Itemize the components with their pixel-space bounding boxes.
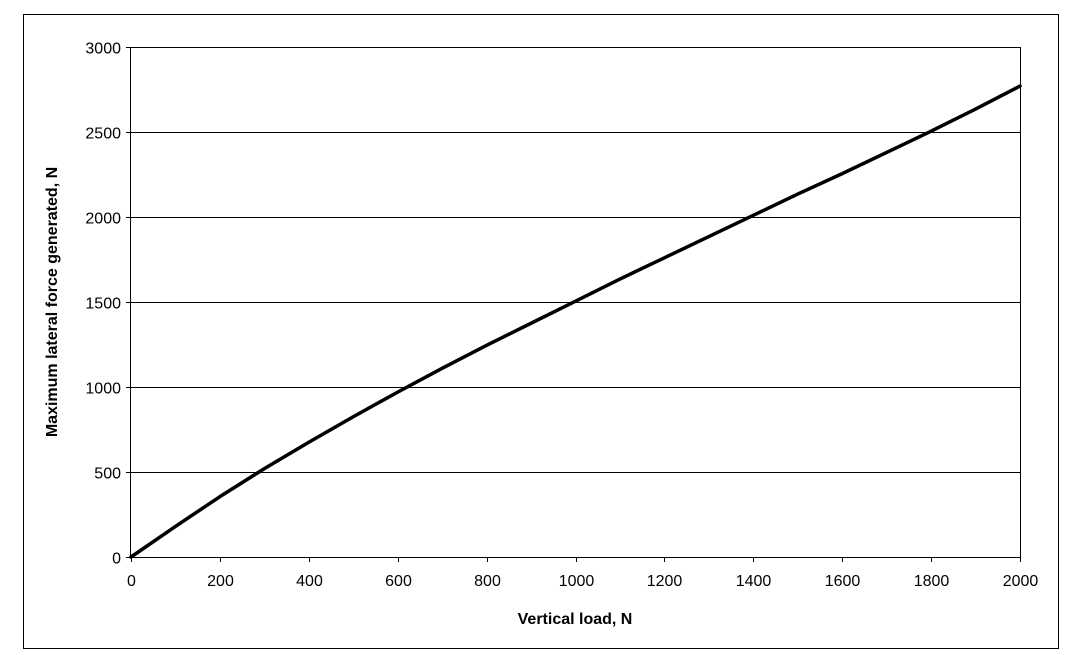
chart-border bbox=[23, 14, 1059, 649]
x-tick-label: 200 bbox=[207, 573, 234, 590]
series-line bbox=[129, 84, 1022, 559]
y-tick-label: 1500 bbox=[85, 296, 121, 313]
y-tick-label: 3000 bbox=[85, 41, 121, 58]
y-axis-title: Maximum lateral force generated, N bbox=[44, 167, 61, 437]
x-axis-title: Vertical load, N bbox=[518, 611, 633, 628]
x-tick-label: 0 bbox=[127, 573, 136, 590]
x-tick-label: 1000 bbox=[559, 573, 595, 590]
y-tick-label: 2000 bbox=[85, 211, 121, 228]
x-tick-label: 1400 bbox=[736, 573, 772, 590]
x-tick-label: 2000 bbox=[1003, 573, 1039, 590]
y-tick-label: 0 bbox=[112, 551, 121, 568]
y-tick-label: 500 bbox=[94, 466, 121, 483]
x-tick-label: 1800 bbox=[914, 573, 950, 590]
series-layer bbox=[129, 84, 1022, 559]
x-tick-label: 1200 bbox=[647, 573, 683, 590]
x-tick-label: 800 bbox=[474, 573, 501, 590]
axis-ticks: 0 500 1000 1500 2000 2500 3000 0 200 400 600 800 100… bbox=[85, 41, 1038, 591]
y-tick-label: 1000 bbox=[85, 381, 121, 398]
x-tick-label: 600 bbox=[385, 573, 412, 590]
x-tick-label: 1600 bbox=[825, 573, 861, 590]
x-tick-label: 400 bbox=[296, 573, 323, 590]
y-tick-label: 2500 bbox=[85, 126, 121, 143]
